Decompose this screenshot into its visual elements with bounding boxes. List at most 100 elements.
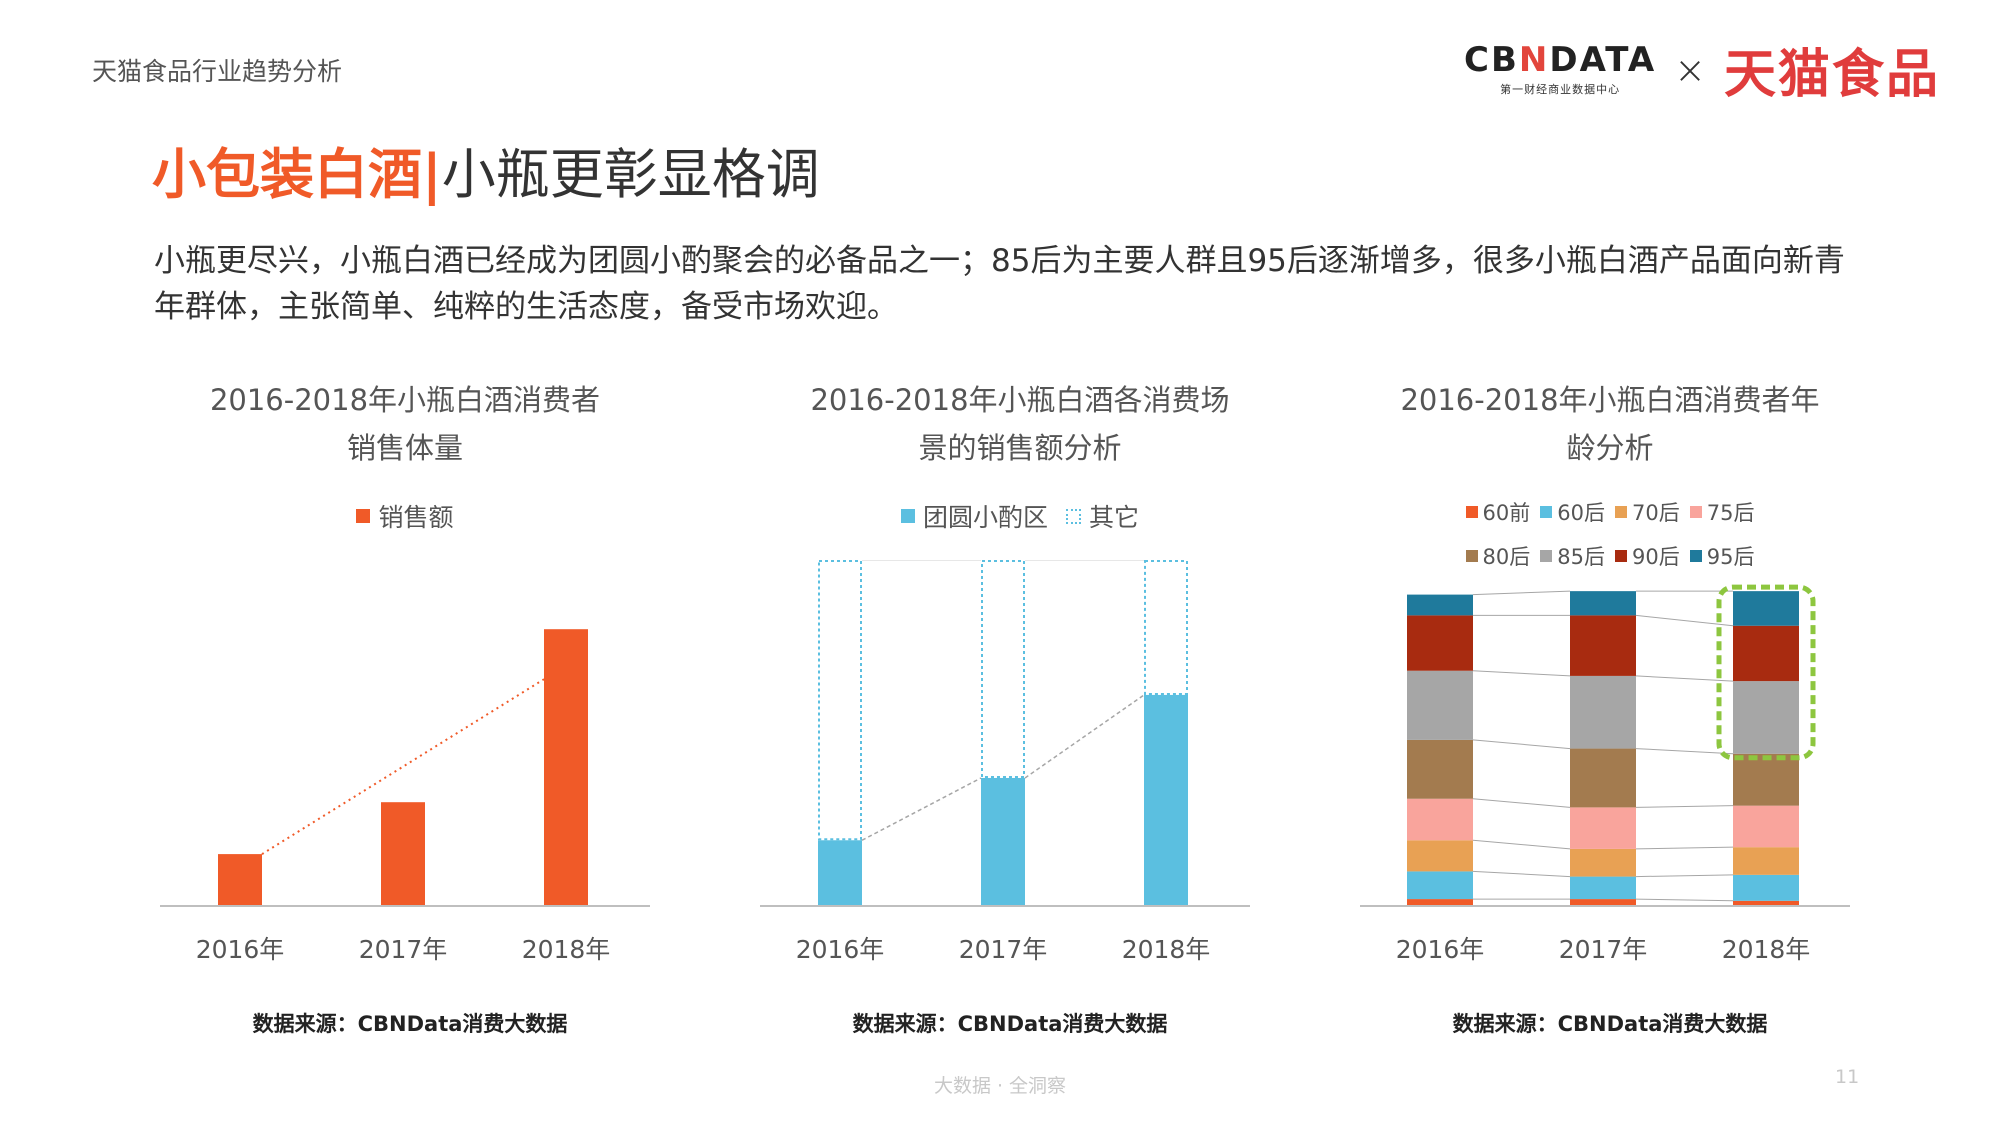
chart3-segment-95后	[1570, 591, 1636, 616]
chart3-x-tick-label: 2017年	[1559, 935, 1648, 964]
chart3-segment-90后	[1570, 615, 1636, 676]
chart3-legend-swatch	[1465, 550, 1478, 562]
chart1-x-tick-label: 2018年	[522, 935, 611, 964]
chart3-legend-swatch	[1540, 506, 1553, 518]
chart1-legend: 销售额	[165, 498, 645, 534]
intro-paragraph: 小瓶更尽兴，小瓶白酒已经成为团圆小酌聚会的必备品之一；85后为主要人群且95后逐…	[154, 243, 1845, 325]
chart3-segment-60前	[1733, 900, 1799, 906]
chart3-title: 2016-2018年小瓶白酒消费者年 龄分析	[1365, 376, 1855, 472]
chart3-segment-75后	[1570, 807, 1636, 849]
chart1-legend-label: 销售额	[378, 503, 454, 532]
chart1-x-tick-label: 2016年	[196, 935, 285, 964]
chart2-bar-other	[981, 560, 1025, 778]
chart1-source: 数据来源：CBNData消费大数据	[252, 1012, 568, 1036]
chart1-legend-swatch	[356, 509, 371, 523]
chart3-legend-item: 70后	[1615, 497, 1680, 527]
cbndata-logo-text: CBNDATA	[1464, 39, 1657, 80]
chart2-bar-main	[1144, 694, 1188, 906]
chart2-bar-main	[818, 840, 862, 906]
chart2-x-tick-label: 2018年	[1122, 935, 1211, 964]
chart3-legend-item: 75后	[1689, 497, 1755, 527]
chart2-trend-line	[1024, 694, 1145, 779]
chart1-x-tick-label: 2017年	[359, 935, 448, 964]
chart3-legend-swatch	[1465, 506, 1478, 518]
chart3-legend-label: 90后	[1632, 545, 1680, 569]
chart3-segment-75后	[1733, 805, 1799, 848]
chart1-plot: 2016年 2017年 2018年	[160, 629, 650, 964]
chart3-legend-item: 85后	[1540, 541, 1605, 571]
chart3-legend-label: 85后	[1557, 545, 1605, 569]
chart2-bar-main	[981, 777, 1025, 906]
chart3-legend-item: 60前	[1465, 497, 1531, 527]
chart3-segment-60后	[1407, 871, 1473, 900]
chart2-bar-other	[818, 560, 862, 841]
chart3-segment-80后	[1733, 753, 1799, 806]
chart3-legend-swatch	[1540, 550, 1553, 562]
chart2-plot: 2016年 2017年 2018年	[760, 560, 1250, 964]
chart3-segment-60后	[1570, 876, 1636, 900]
chart3-legend-label: 80后	[1482, 545, 1531, 569]
chart1-title-line1: 2016-2018年小瓶白酒消费者	[209, 383, 601, 417]
chart2-bar-other	[1144, 560, 1188, 695]
chart3-legend-item: 90后	[1615, 541, 1680, 571]
brand-logos: CBNDATA 第一财经商业数据中心 × 天猫食品	[1464, 32, 1940, 107]
chart3-plot: 2016年 2017年 2018年	[1360, 584, 1850, 964]
chart3-connector-line	[1635, 898, 1734, 902]
chart3-legend-row: 80后 85后 90后 95后	[1465, 541, 1755, 571]
page-title-accent: 小包装白酒|	[152, 143, 442, 206]
chart3-legend-item: 80后	[1465, 541, 1531, 571]
chart3-source: 数据来源：CBNData消费大数据	[1452, 1012, 1768, 1036]
chart2-title: 2016-2018年小瓶白酒各消费场 景的销售额分析	[770, 376, 1270, 472]
chart3-legend-label: 95后	[1706, 545, 1755, 569]
cbndata-logo-subtitle: 第一财经商业数据中心	[1500, 82, 1621, 96]
chart2-trend-line	[861, 777, 982, 841]
chart3-x-tick-label: 2016年	[1396, 935, 1485, 964]
page-number: 11	[1835, 1066, 1860, 1088]
chart3-segment-70后	[1407, 840, 1473, 872]
chart3-connector-line	[1472, 739, 1571, 750]
chart3-segment-85后	[1570, 675, 1636, 749]
chart2-x-tick-label: 2017年	[959, 935, 1048, 964]
chart3-connector-line	[1472, 839, 1571, 850]
chart3-segment-70后	[1733, 847, 1799, 875]
chart3-legend-swatch	[1689, 550, 1702, 562]
chart3-connector-line	[1472, 798, 1571, 808]
chart3-title-line1: 2016-2018年小瓶白酒消费者年	[1400, 383, 1820, 417]
chart3-connector-line	[1635, 846, 1734, 850]
chart3-x-tick-label: 2018年	[1722, 935, 1811, 964]
page-title-subtitle: 小瓶更彰显格调	[441, 143, 820, 206]
chart3-segment-85后	[1733, 681, 1799, 754]
chart3-segment-95后	[1407, 594, 1473, 616]
chart3-legend-swatch	[1615, 550, 1627, 562]
page-title: 小包装白酒|小瓶更彰显格调	[152, 130, 820, 209]
chart3-connector-line	[1472, 670, 1571, 677]
chart2-source: 数据来源：CBNData消费大数据	[852, 1012, 1168, 1036]
chart3-connector-line	[1472, 590, 1571, 596]
chart3-segment-75后	[1407, 798, 1473, 841]
chart3-segment-90后	[1407, 615, 1473, 671]
chart3-legend-label: 75后	[1706, 501, 1755, 525]
chart1-bar	[218, 854, 262, 906]
chart3-legend-label: 60前	[1482, 501, 1531, 525]
cbndata-logo: CBNDATA 第一财经商业数据中心	[1464, 43, 1656, 97]
chart3-legend-label: 70后	[1632, 501, 1680, 525]
chart2-legend: 团圆小酌区 其它	[770, 498, 1270, 534]
chart2-title-line2: 景的销售额分析	[918, 431, 1122, 465]
chart1-bar	[544, 629, 588, 906]
tmall-food-logo: 天猫食品	[1723, 45, 1940, 105]
chart3-legend-label: 60后	[1557, 501, 1605, 525]
chart3-highlight-box	[1716, 584, 1816, 761]
brand-times-sign: ×	[1674, 47, 1706, 92]
chart3-connector-line	[1635, 874, 1734, 878]
chart3-segment-90后	[1733, 625, 1799, 682]
chart2-legend-swatch-2	[1066, 508, 1081, 524]
chart3-segment-70后	[1570, 848, 1636, 877]
chart3-legend-item: 60后	[1540, 497, 1605, 527]
chart3-segment-80后	[1570, 748, 1636, 808]
chart1-legend-item: 销售额	[356, 498, 454, 534]
chart3-legend-swatch	[1615, 506, 1627, 518]
chart2-legend-label-2: 其它	[1089, 503, 1140, 532]
chart2-legend-item-1: 团圆小酌区	[900, 498, 1048, 534]
chart2-legend-swatch-1	[900, 509, 915, 523]
chart2-legend-label-1: 团圆小酌区	[922, 503, 1048, 532]
